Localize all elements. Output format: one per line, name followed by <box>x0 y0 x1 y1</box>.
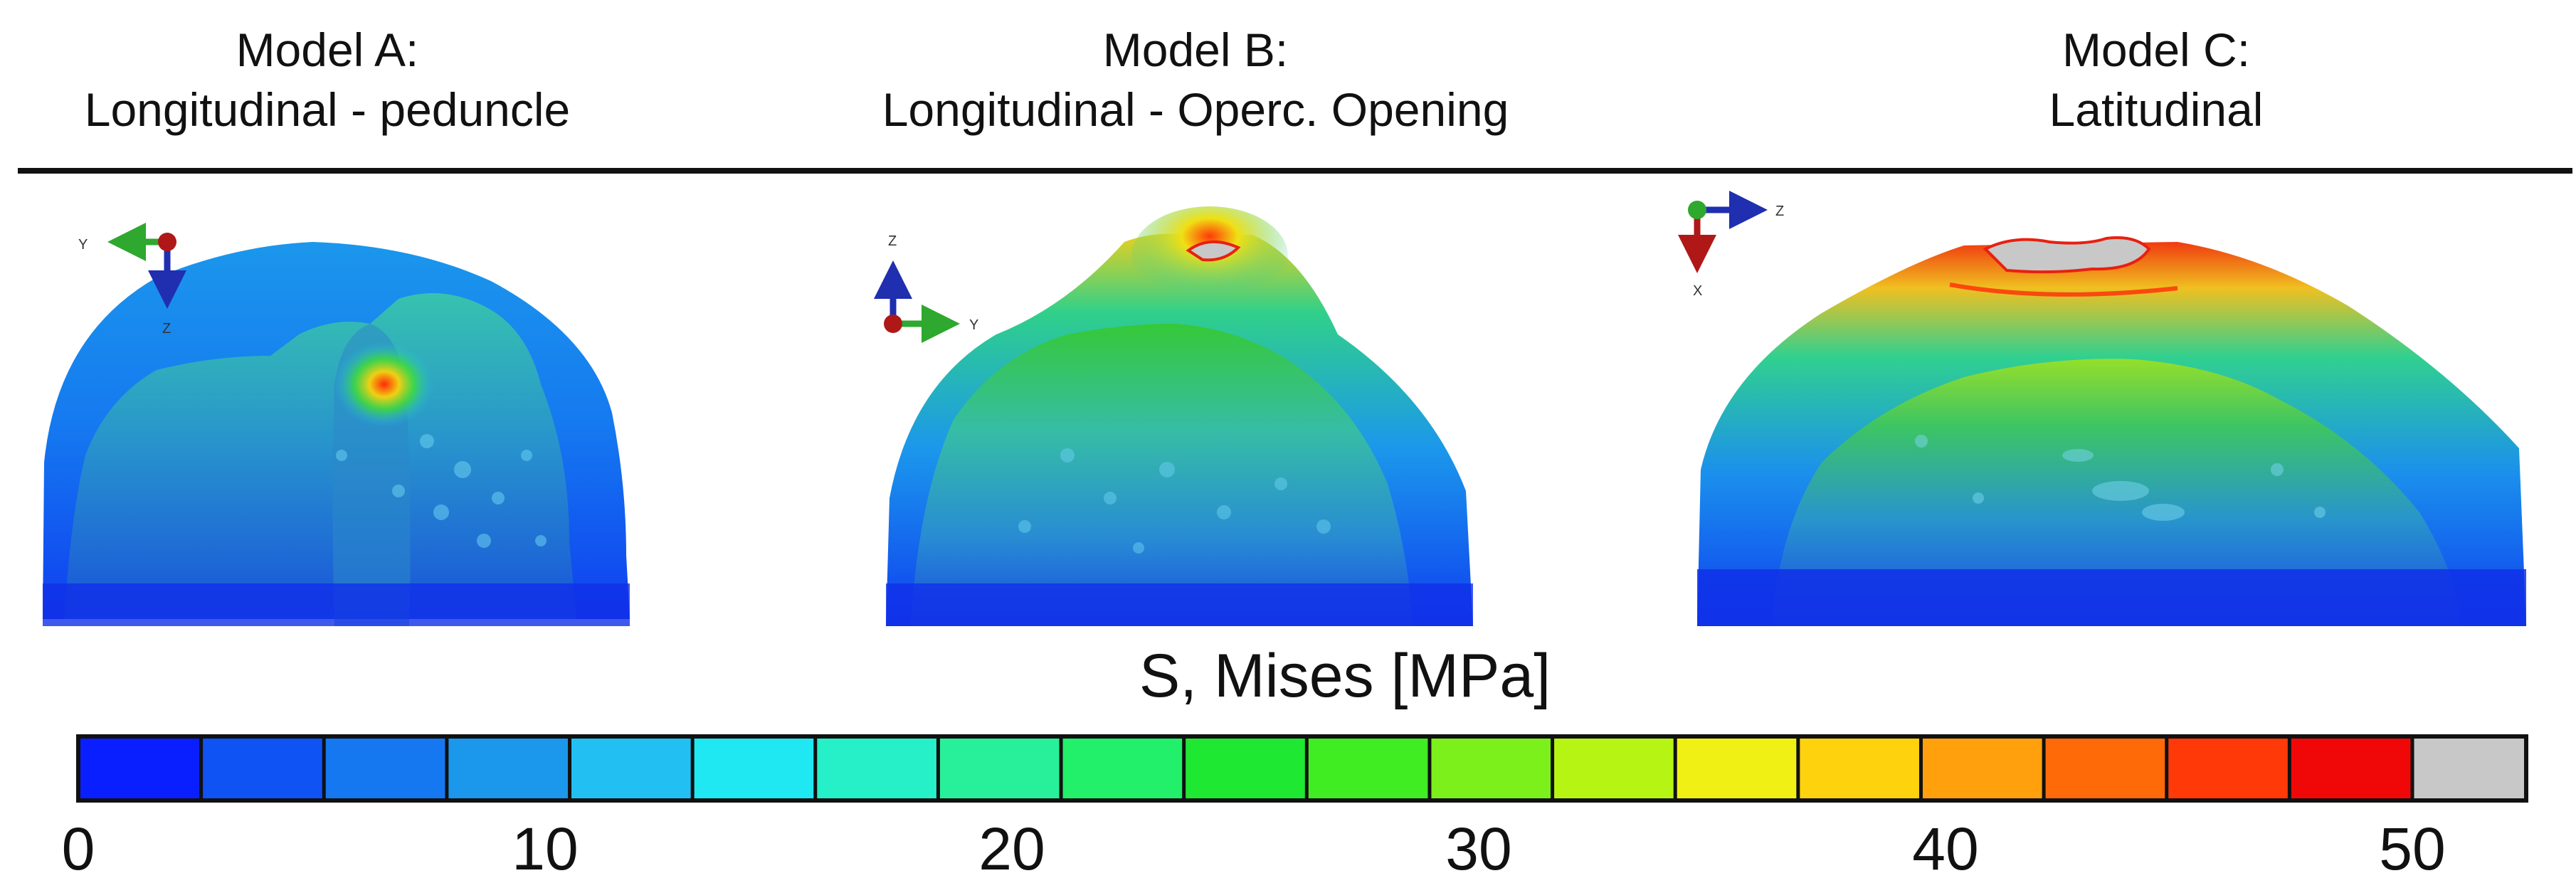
colorbar-segment <box>1307 736 1430 800</box>
model-b-mesh <box>886 206 1473 626</box>
colorbar-tick-label: 10 <box>512 815 578 882</box>
model-a-title-line1: Model A: <box>236 23 419 76</box>
model-c-title-line1: Model C: <box>2062 23 2251 76</box>
model-b-title-line2: Longitudinal - Operc. Opening <box>882 83 1509 136</box>
model-c-axis-vertical-label: X <box>1693 283 1702 299</box>
model-b-axis-vertical-label: Z <box>888 233 897 249</box>
colorbar-tick-label: 50 <box>2379 815 2445 882</box>
colorbar-segment <box>1183 736 1307 800</box>
colorbar-segment <box>78 736 201 800</box>
colorbar-tick-label: 0 <box>62 815 95 882</box>
colorbar-segment <box>2412 736 2526 800</box>
colorbar-segment <box>1798 736 1921 800</box>
colorbar-segment <box>1552 736 1676 800</box>
model-a-mesh <box>43 242 630 626</box>
colorbar-segment <box>1061 736 1184 800</box>
colorbar-segment <box>815 736 939 800</box>
colorbar-segment <box>569 736 693 800</box>
model-c-title-line2: Latitudinal <box>2049 83 2264 136</box>
colorbar-frame <box>76 734 2528 803</box>
model-b-axis-horizontal-label: Y <box>969 317 978 333</box>
stress-models: Y Z Y Z Z <box>43 191 2526 626</box>
colorbar-segment <box>201 736 324 800</box>
model-c-title: Model C: Latitudinal <box>1836 20 2476 139</box>
colorbar-segment <box>1675 736 1798 800</box>
colorbar-segment <box>2289 736 2412 800</box>
model-a-title-line2: Longitudinal - peduncle <box>84 83 571 136</box>
colorbar-title: S, Mises [MPa] <box>1139 642 1551 710</box>
colorbar-segment <box>324 736 447 800</box>
colorbar-segments <box>78 736 2526 800</box>
colorbar-segment <box>938 736 1062 800</box>
model-a-axis-triad: Y Z <box>78 223 186 337</box>
colorbar-tick-label: 30 <box>1445 815 1511 882</box>
colorbar-segment <box>446 736 570 800</box>
model-a-axis-vertical-label: Z <box>162 321 171 337</box>
model-c-mesh <box>1697 236 2526 626</box>
colorbar-tick-labels: 0 10 20 30 40 50 <box>62 815 2446 882</box>
colorbar-tick-label: 40 <box>1912 815 1978 882</box>
model-b-title: Model B: Longitudinal - Operc. Opening <box>797 20 1594 139</box>
model-b-axis-triad: Y Z <box>874 233 978 343</box>
model-b-title-line1: Model B: <box>1102 23 1289 76</box>
model-c-axis-horizontal-label: Z <box>1775 203 1784 219</box>
colorbar-segment <box>1921 736 2044 800</box>
model-a-title: Model A: Longitudinal - peduncle <box>14 20 640 139</box>
colorbar-tick-label: 20 <box>978 815 1045 882</box>
header-divider <box>18 168 2572 174</box>
model-a-axis-horizontal-label: Y <box>78 237 88 253</box>
model-c-axis-triad: Z X <box>1678 191 1784 299</box>
colorbar-segment <box>2166 736 2290 800</box>
colorbar-segment <box>692 736 815 800</box>
colorbar-segment <box>1429 736 1553 800</box>
colorbar-segment <box>2044 736 2167 800</box>
